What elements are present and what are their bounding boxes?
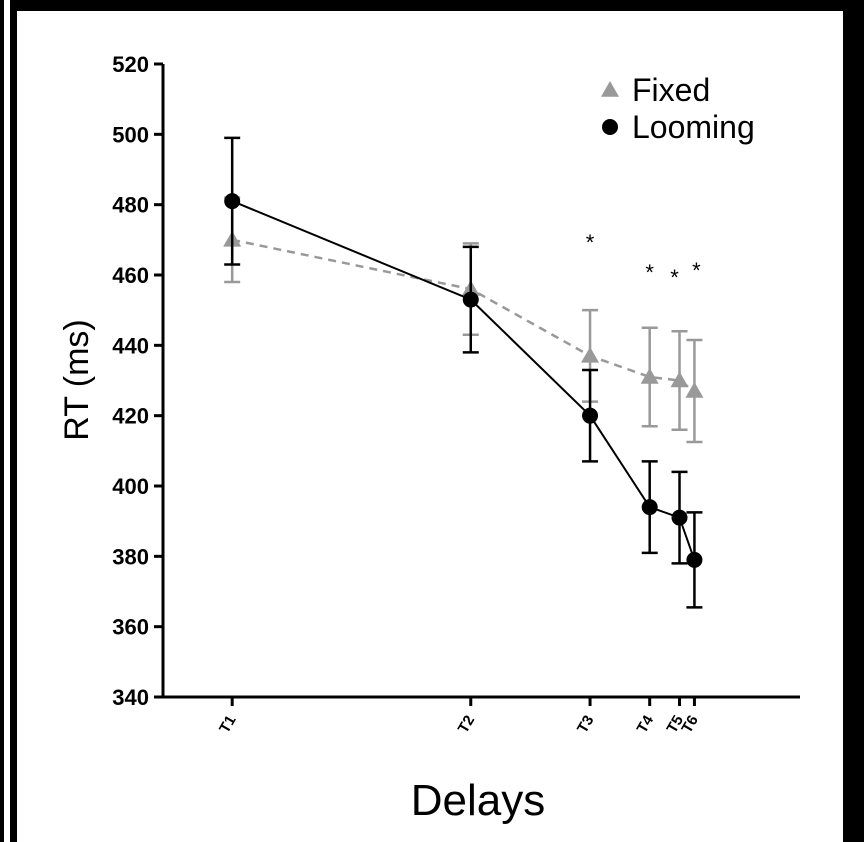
significance-marker: * xyxy=(586,230,595,255)
legend-label: Fixed xyxy=(632,72,710,108)
y-tick-label: 480 xyxy=(112,193,149,218)
data-point-looming xyxy=(641,499,658,516)
y-tick-label: 460 xyxy=(112,263,149,288)
x-axis-title: Delays xyxy=(411,776,546,825)
legend-marker-triangle xyxy=(601,81,619,97)
x-tick-label: T1 xyxy=(216,713,239,737)
y-tick-label: 400 xyxy=(112,474,149,499)
y-tick-label: 520 xyxy=(112,52,149,77)
frame-gap xyxy=(4,0,10,842)
data-point-looming xyxy=(686,551,703,568)
data-point-fixed xyxy=(685,382,704,398)
legend-label: Looming xyxy=(632,109,755,145)
y-tick-label: 420 xyxy=(112,404,149,429)
chart-panel xyxy=(17,11,843,842)
data-point-looming xyxy=(671,509,688,526)
y-tick-label: 340 xyxy=(112,685,149,710)
y-tick-label: 380 xyxy=(112,544,149,569)
series-line-fixed xyxy=(231,238,696,393)
data-point-looming xyxy=(582,407,599,424)
y-axis-title: RT (ms) xyxy=(58,319,96,441)
data-point-fixed xyxy=(670,371,689,388)
y-axis: 340 360 380 400 420 440 460 480 500 520 xyxy=(112,52,165,710)
significance-marker: * xyxy=(645,260,654,285)
y-tick-label: 440 xyxy=(112,333,149,358)
legend-marker-circle xyxy=(602,119,618,135)
data-point-looming xyxy=(224,193,241,210)
y-tick-label: 360 xyxy=(112,615,149,640)
data-point-fixed xyxy=(640,367,659,384)
x-tick-label: T6 xyxy=(678,713,701,737)
data-point-fixed xyxy=(581,346,600,363)
significance-marker: * xyxy=(670,265,679,290)
y-tick-label: 500 xyxy=(112,122,149,147)
x-tick-label: T4 xyxy=(634,712,658,736)
plot-area: * * * * xyxy=(223,136,704,609)
data-point-looming xyxy=(462,291,479,308)
x-tick-label: T3 xyxy=(574,713,597,737)
x-tick-label: T2 xyxy=(455,713,478,737)
x-tick-label: T5 xyxy=(664,713,687,737)
significance-marker: * xyxy=(692,258,701,283)
